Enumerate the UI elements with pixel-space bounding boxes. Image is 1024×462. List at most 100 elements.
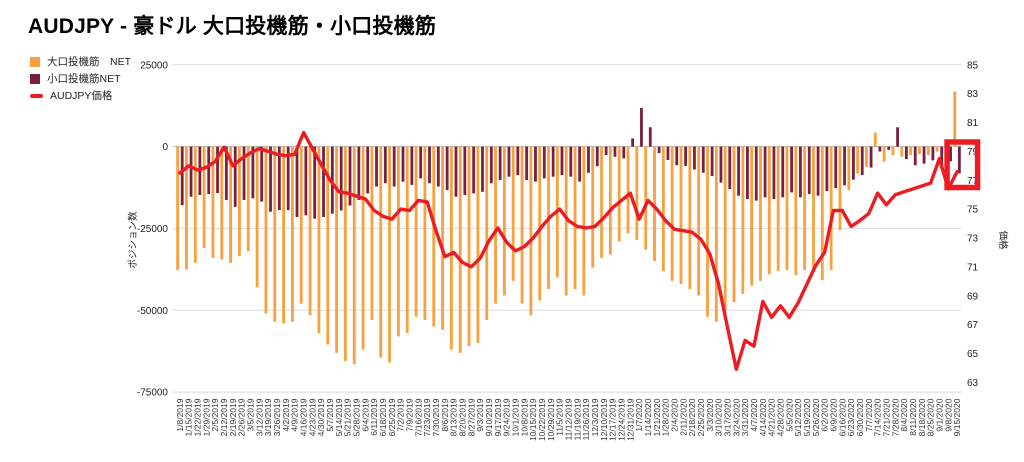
large-spec-bar [856, 146, 860, 174]
large-spec-bar [246, 146, 250, 252]
left-axis-tick-label: -75000 [137, 388, 169, 399]
x-axis-tick-label: 6/18/2019 [378, 398, 388, 436]
large-spec-bar [820, 146, 824, 281]
large-spec-bar [467, 146, 471, 347]
large-spec-bar [794, 146, 798, 276]
x-axis-tick-label: 2/4/2020 [669, 398, 679, 431]
small-spec-bar [746, 146, 749, 199]
legend: 大口投機筋 NET 小口投機筋NET AUDJPY価格 [30, 56, 131, 102]
large-spec-bar [476, 146, 480, 343]
x-axis-tick-label: 5/28/2019 [352, 398, 362, 436]
large-spec-bar [423, 146, 427, 321]
x-axis-tick-label: 8/11/2020 [908, 398, 918, 435]
legend-item-small-spec: 小口投機筋NET [30, 73, 131, 85]
x-axis-tick-label: 3/5/2019 [246, 398, 256, 431]
x-axis-tick-label: 4/7/2020 [749, 398, 759, 431]
large-spec-bar [414, 146, 418, 317]
large-spec-bar [767, 146, 771, 275]
x-axis-tick-label: 4/21/2020 [767, 398, 777, 436]
x-axis-tick-label: 1/29/2019 [201, 398, 211, 436]
small-spec-bar [799, 146, 802, 198]
x-axis-tick-label: 11/12/2019 [564, 398, 574, 440]
x-axis-tick-label: 2/12/2019 [219, 398, 229, 436]
small-spec-bar [940, 146, 944, 169]
large-spec-bar [193, 146, 197, 263]
large-spec-bar [405, 146, 409, 334]
x-axis-tick-label: 2/25/2020 [696, 398, 706, 436]
small-spec-bar [180, 146, 184, 206]
small-spec-bar [534, 146, 537, 182]
small-spec-bar [913, 146, 917, 166]
large-spec-bar [847, 146, 851, 191]
x-axis-tick-label: 6/11/2019 [369, 398, 379, 435]
small-spec-bar [383, 146, 387, 184]
right-axis-title: 価格 [997, 230, 1009, 250]
large-spec-bar [697, 146, 701, 296]
left-axis-tick-label: 0 [162, 142, 168, 153]
large-spec-bar [750, 146, 754, 286]
x-axis-tick-label: 9/8/2020 [943, 398, 953, 431]
annotation [944, 139, 981, 191]
large-spec-bar [211, 146, 215, 258]
small-spec-bar [419, 146, 423, 179]
small-spec-bar [807, 146, 811, 195]
small-spec-bar [816, 146, 820, 196]
large-spec-bar [732, 146, 736, 303]
x-axis-tick-label: 12/3/2019 [590, 398, 600, 436]
legend-label-large-spec: 大口投機筋 NET [47, 56, 131, 68]
large-spec-bar [838, 146, 842, 231]
large-spec-bar [926, 146, 930, 156]
large-spec-bar [865, 146, 868, 167]
x-axis-tick-label: 6/30/2020 [855, 398, 865, 436]
large-spec-bar [759, 146, 762, 281]
x-axis-tick-label: 9/17/2019 [493, 398, 503, 436]
large-spec-bar [361, 146, 365, 350]
large-spec-bar [449, 146, 453, 350]
small-spec-bar [790, 146, 793, 193]
left-axis-tick-label: 25000 [140, 60, 168, 71]
large-spec-bar [935, 146, 939, 152]
x-axis-tick-label: 3/19/2019 [263, 398, 273, 436]
x-axis-tick-label: 5/12/2020 [793, 398, 803, 436]
x-axis-tick-label: 7/16/2019 [413, 398, 423, 436]
left-axis-labels: 25000 0 -25000 -50000 -75000 [137, 60, 169, 398]
large-spec-bar [644, 146, 648, 250]
large-spec-bar [220, 146, 224, 260]
large-spec-bar [538, 146, 542, 301]
small-spec-bar [834, 146, 838, 189]
legend-label-small-spec: 小口投機筋NET [47, 73, 121, 85]
large-spec-bar [397, 146, 400, 337]
legend-label-price: AUDJPY価格 [50, 90, 113, 102]
small-spec-bar [922, 146, 926, 164]
right-axis-tick-label: 73 [967, 234, 979, 245]
small-spec-bar [251, 146, 255, 199]
large-spec-bar [308, 146, 312, 316]
small-spec-bar [313, 146, 317, 219]
large-spec-bar [608, 146, 612, 255]
small-spec-bar [286, 146, 290, 211]
right-axis-tick-label: 69 [967, 291, 979, 302]
large-spec-bar [202, 146, 206, 249]
right-axis-tick-label: 85 [967, 60, 979, 71]
x-axis-tick-label: 1/15/2019 [184, 398, 194, 436]
x-axis-tick-label: 7/28/2020 [890, 398, 900, 436]
small-spec-bar [896, 127, 899, 147]
small-spec-bar [224, 146, 228, 200]
small-spec-bar [887, 146, 891, 150]
large-spec-bar [829, 146, 833, 270]
small-spec-bar [710, 146, 714, 177]
x-axis-tick-label: 2/11/2020 [678, 398, 688, 435]
small-spec-bar [595, 146, 599, 167]
large-spec-bar [317, 146, 321, 334]
small-spec-bar [578, 146, 582, 182]
large-spec-bar [591, 146, 595, 268]
x-axis-tick-label: 3/12/2019 [254, 398, 264, 436]
x-axis-tick-label: 8/6/2019 [440, 398, 450, 431]
small-spec-bar [542, 146, 546, 179]
x-axis-tick-label: 9/3/2019 [475, 398, 485, 431]
small-spec-bar [463, 146, 467, 196]
legend-item-price: AUDJPY価格 [30, 90, 131, 102]
x-axis-tick-label: 3/26/2019 [272, 398, 282, 436]
